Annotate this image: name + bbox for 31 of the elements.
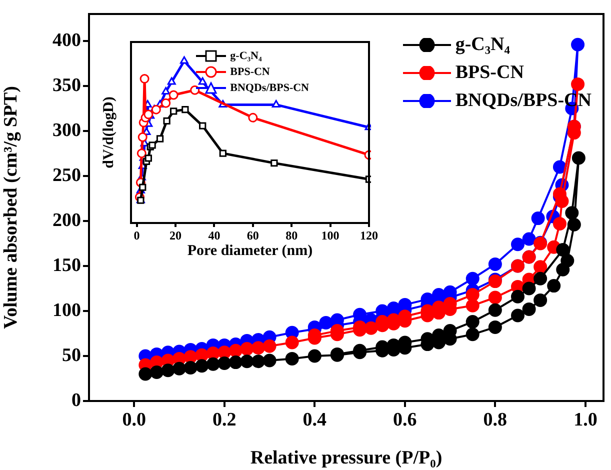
legend-label: g-C₃N₄ — [455, 34, 510, 56]
x-tick-label: 0.6 — [393, 409, 417, 430]
y-tick-label: 0 — [72, 390, 81, 411]
x-tick-label: 0.0 — [122, 409, 146, 430]
legend-label: BPS-CN — [230, 66, 270, 78]
x-tick-label: 1.0 — [574, 409, 598, 430]
y-axis-title: dV/d(logD) — [100, 96, 117, 168]
x-tick-label: 0.8 — [483, 409, 508, 430]
x-tick-label: 120 — [360, 228, 378, 242]
x-tick-label: 40 — [208, 228, 220, 242]
x-tick-label: 0.2 — [212, 409, 236, 430]
y-tick-label: 250 — [52, 164, 81, 186]
y-tick-label: 200 — [52, 210, 81, 231]
y-tick-label: 150 — [52, 254, 81, 276]
legend-label: g-C₃N₄ — [230, 50, 262, 62]
y-tick-label: 400 — [52, 30, 81, 51]
y-tick-label: 100 — [52, 300, 81, 321]
y-axis-title: Volume absorbed (cm³/g SPT) — [0, 86, 22, 330]
y-tick-label: 50 — [62, 344, 81, 366]
x-tick-label: 60 — [246, 228, 259, 242]
y-tick-label: 350 — [52, 74, 81, 96]
x-axis-title: Relative pressure (P/P₀) — [250, 448, 442, 469]
x-tick-label: 20 — [170, 228, 182, 242]
legend-label: BPS-CN — [455, 62, 524, 84]
x-tick-label: 80 — [286, 228, 298, 242]
legend-label: BNQDs/BPS-CN — [230, 82, 309, 94]
x-tick-label: 100 — [321, 228, 340, 242]
x-tick-label: 0.4 — [302, 409, 328, 430]
y-tick-label: 300 — [52, 120, 81, 141]
x-axis-title: Pore diameter (nm) — [187, 242, 313, 259]
x-tick-label: 0 — [134, 228, 140, 242]
